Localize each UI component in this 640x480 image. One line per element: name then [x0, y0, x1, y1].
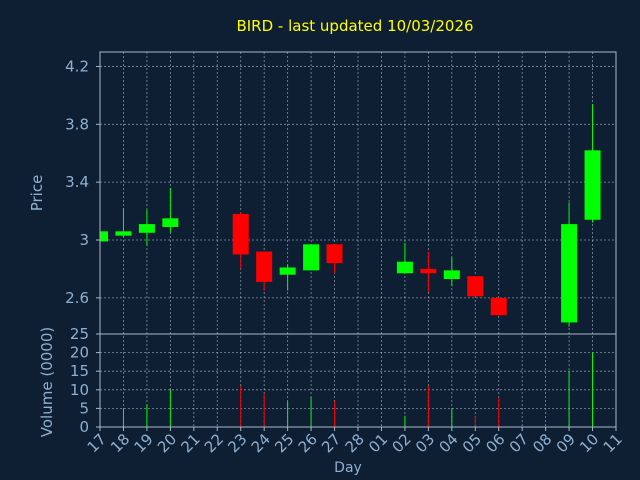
volume-tick-label: 15	[70, 362, 89, 380]
x-tick-label: 19	[131, 430, 157, 456]
x-tick-label: 08	[529, 430, 555, 456]
x-tick-label: 05	[459, 430, 485, 456]
candle-body	[138, 224, 155, 233]
x-tick-label: 09	[553, 430, 579, 456]
candle-body	[490, 297, 507, 316]
price-tick-label: 4.2	[65, 57, 89, 75]
candle-body	[396, 261, 413, 274]
price-tick-label: 3.8	[65, 115, 89, 133]
price-tick-label: 3.4	[65, 173, 89, 191]
x-tick-label: 25	[271, 430, 297, 456]
candle-body	[443, 270, 460, 280]
x-tick-label: 27	[318, 430, 344, 456]
x-tick-label: 22	[201, 430, 227, 456]
x-tick-label: 26	[295, 430, 321, 456]
candle-body	[561, 224, 578, 323]
candle-body	[232, 213, 249, 255]
x-tick-label: 02	[389, 430, 415, 456]
candle-body	[303, 244, 320, 271]
volume-tick-label: 5	[79, 399, 89, 417]
x-tick-label: 11	[600, 430, 626, 456]
x-tick-label: 24	[248, 430, 274, 456]
volume-bars	[122, 352, 594, 427]
x-tick-label: 06	[482, 430, 508, 456]
candle-body	[100, 231, 108, 242]
x-tick-label: 18	[107, 430, 133, 456]
volume-tick-label: 10	[70, 381, 89, 399]
volume-tick-label: 20	[70, 344, 89, 362]
x-tick-label: 10	[576, 430, 602, 456]
candle-body	[326, 244, 343, 264]
candle-body	[584, 150, 601, 220]
x-tick-label: 04	[435, 430, 461, 456]
tick-labels: 2.633.43.84.2051015202517181920212223242…	[65, 57, 626, 456]
volume-axis-label: Volume (0000)	[38, 327, 56, 437]
volume-tick-label: 25	[70, 325, 89, 343]
chart-title: BIRD - last updated 10/03/2026	[236, 17, 473, 35]
price-candles	[99, 104, 601, 327]
candle-body	[279, 267, 296, 275]
grid	[99, 52, 617, 428]
x-tick-label: 01	[365, 430, 391, 456]
candle-body	[115, 231, 132, 236]
x-tick-label: 03	[412, 430, 438, 456]
x-tick-label: 28	[342, 430, 368, 456]
price-axis-label: Price	[28, 175, 46, 212]
price-tick-label: 3	[79, 231, 89, 249]
axes	[96, 51, 617, 431]
x-tick-label: 23	[224, 430, 250, 456]
candle-body	[162, 218, 179, 227]
candle-body	[256, 251, 273, 282]
volume-tick-label: 0	[79, 418, 89, 436]
x-tick-label: 07	[506, 430, 532, 456]
price-tick-label: 2.6	[65, 289, 89, 307]
x-tick-label: 21	[177, 430, 203, 456]
x-axis-label: Day	[334, 460, 362, 476]
x-tick-label: 20	[154, 430, 180, 456]
candle-body	[420, 268, 437, 274]
candle-body	[467, 276, 484, 297]
